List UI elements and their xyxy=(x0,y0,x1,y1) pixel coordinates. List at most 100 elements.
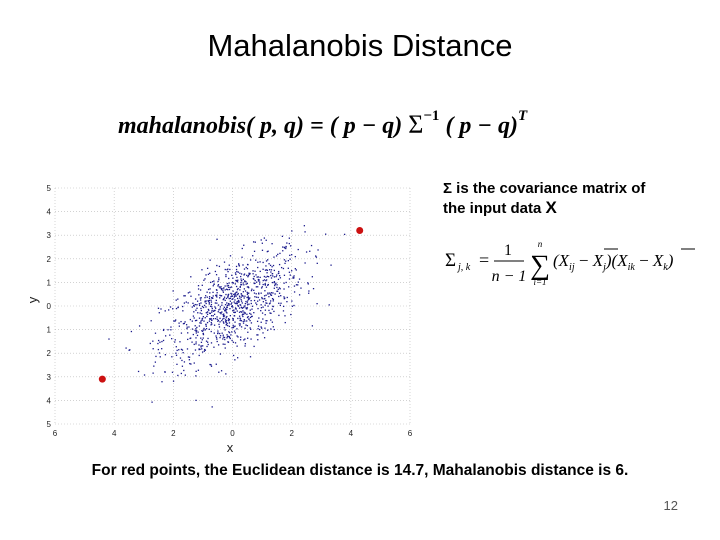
data-point xyxy=(219,306,221,308)
data-point xyxy=(277,272,280,275)
data-point xyxy=(200,322,202,324)
data-point xyxy=(266,320,268,322)
data-point xyxy=(178,322,180,324)
data-point xyxy=(277,253,279,256)
data-point xyxy=(236,335,238,337)
data-point xyxy=(245,266,247,269)
data-point xyxy=(247,276,249,278)
data-point xyxy=(211,307,213,310)
data-point xyxy=(200,309,202,312)
data-point xyxy=(164,371,166,373)
data-point xyxy=(211,319,213,321)
data-point xyxy=(180,320,182,323)
data-point xyxy=(225,319,227,322)
data-point xyxy=(250,328,252,331)
data-point xyxy=(158,312,160,314)
data-point xyxy=(194,319,197,322)
data-point xyxy=(234,342,237,344)
data-point xyxy=(253,299,256,302)
x-tick-label: 2 xyxy=(171,429,176,438)
data-point xyxy=(263,275,266,278)
data-point xyxy=(266,269,269,271)
data-point xyxy=(291,230,293,232)
data-point xyxy=(274,293,276,295)
data-point xyxy=(223,327,226,329)
data-point xyxy=(175,299,177,301)
data-point xyxy=(244,305,246,307)
data-point xyxy=(200,341,203,344)
data-point xyxy=(244,320,246,322)
data-point xyxy=(228,288,231,291)
data-point xyxy=(262,301,265,303)
data-point xyxy=(243,311,245,313)
data-point xyxy=(108,338,110,340)
data-point xyxy=(219,332,221,335)
data-point xyxy=(232,306,234,308)
data-point xyxy=(257,300,259,302)
data-point xyxy=(174,341,176,343)
data-point xyxy=(164,354,167,356)
data-point xyxy=(232,309,234,312)
data-point xyxy=(241,256,243,258)
data-point xyxy=(213,324,216,326)
data-point xyxy=(158,352,161,354)
data-point xyxy=(184,321,186,323)
data-point xyxy=(205,323,207,325)
data-point xyxy=(207,288,210,291)
data-point xyxy=(186,326,188,328)
data-point xyxy=(240,293,243,295)
data-point xyxy=(228,335,230,338)
x-tick-label: 0 xyxy=(230,429,235,438)
data-point xyxy=(227,270,229,273)
data-point xyxy=(256,276,258,278)
data-point xyxy=(226,308,228,310)
data-point xyxy=(202,337,204,339)
data-point xyxy=(276,284,278,286)
data-point xyxy=(239,272,241,274)
data-point xyxy=(171,371,174,373)
data-point xyxy=(202,333,205,336)
data-point xyxy=(199,348,201,351)
data-point xyxy=(195,341,197,343)
data-point xyxy=(238,295,241,297)
data-point xyxy=(225,311,227,313)
data-point xyxy=(152,340,154,342)
data-point xyxy=(274,284,276,287)
data-point xyxy=(204,300,206,302)
data-point xyxy=(249,273,251,275)
data-point xyxy=(237,317,239,320)
data-point xyxy=(201,348,203,350)
data-point xyxy=(201,313,203,315)
data-point xyxy=(206,315,208,318)
data-point xyxy=(286,301,288,303)
data-point xyxy=(244,343,247,345)
data-point xyxy=(293,277,295,279)
data-point xyxy=(209,318,211,320)
data-point xyxy=(294,268,296,270)
data-point xyxy=(308,290,310,292)
data-point xyxy=(247,292,249,294)
data-point xyxy=(218,277,220,279)
data-point xyxy=(316,303,318,305)
data-point xyxy=(175,346,177,348)
data-point xyxy=(261,296,263,299)
data-point xyxy=(232,341,235,343)
data-point xyxy=(258,317,260,319)
data-point xyxy=(230,293,233,295)
data-point xyxy=(239,318,242,320)
data-point xyxy=(265,239,267,241)
data-point xyxy=(198,354,200,357)
data-point xyxy=(216,238,218,240)
data-point xyxy=(237,357,239,359)
data-point xyxy=(225,317,227,319)
data-point xyxy=(205,300,207,302)
data-point xyxy=(220,287,223,290)
data-point xyxy=(264,327,266,329)
data-point xyxy=(224,329,226,331)
data-point xyxy=(278,275,281,277)
data-point xyxy=(222,334,224,336)
data-point xyxy=(272,298,275,301)
data-point xyxy=(205,295,207,297)
data-point xyxy=(228,332,231,334)
data-point xyxy=(272,275,274,277)
